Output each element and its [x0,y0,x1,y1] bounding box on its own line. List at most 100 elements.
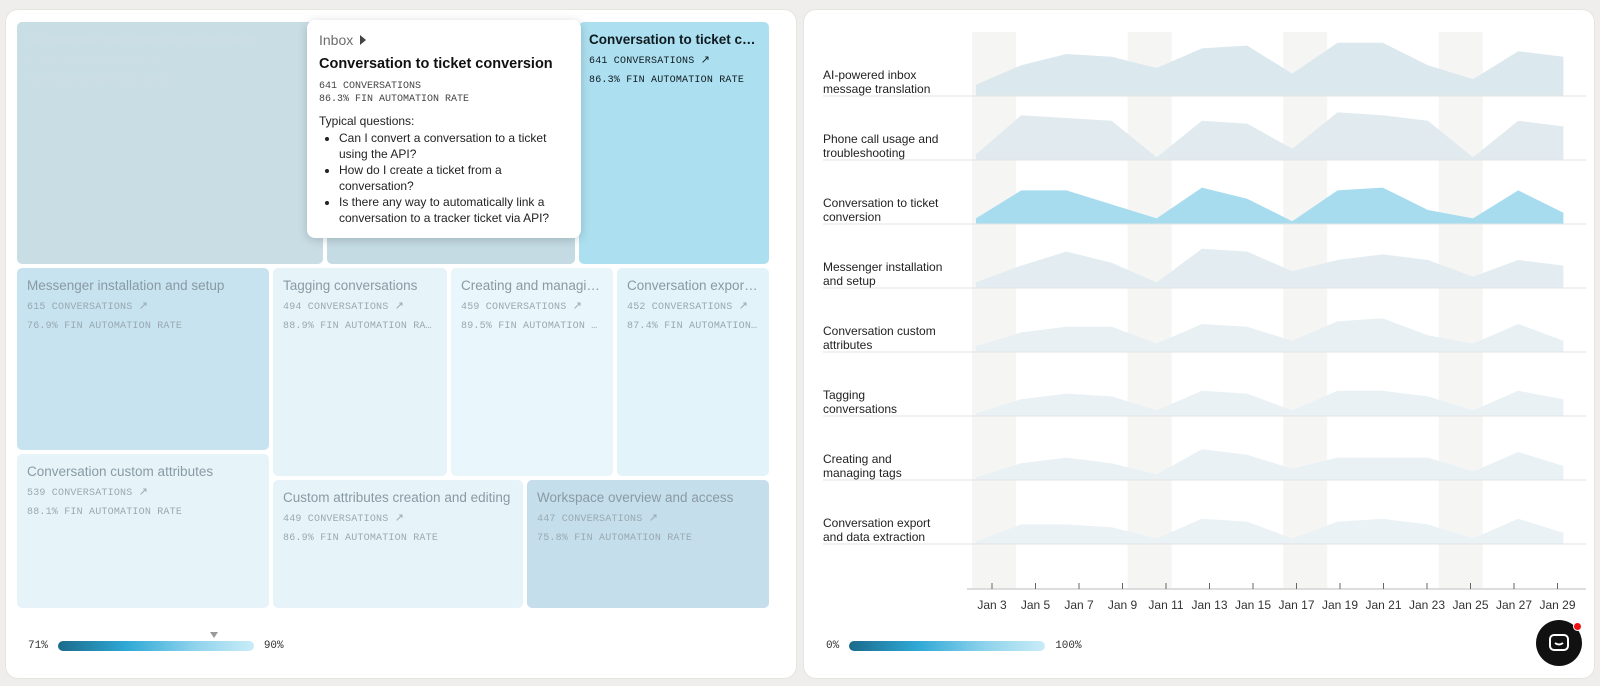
tooltip-breadcrumb[interactable]: Inbox [319,32,569,48]
legend-gradient [57,632,254,651]
legend-min: 0% [826,640,840,652]
series-label: Conversation to ticket conversion [823,196,963,224]
series-label-line: Creating and [823,452,892,466]
series-label: Conversation custom attributes [823,324,963,352]
tile-title: Workspace overview and access [537,490,734,505]
external-link-arrow-icon: ↗ [138,485,149,498]
treemap-tile-conversation-to-ticket[interactable]: Conversation to ticket conversion 641 CO… [579,22,769,264]
weekend-band [1127,32,1172,588]
tooltip-questions-label: Typical questions: [319,114,415,128]
series-label: Conversation export and data extraction [823,516,963,544]
external-link-arrow-icon: ↗ [738,299,749,312]
tooltip-question: Is there any way to automatically link a… [339,194,569,226]
series-label-line: conversion [823,210,882,224]
chat-launcher-button[interactable] [1536,620,1582,666]
tile-title: Tagging conversations [283,278,418,293]
series-label: Creating and managing tags [823,452,963,480]
topic-tooltip: Inbox Conversation to ticket conversion … [307,20,581,238]
external-link-arrow-icon: ↗ [138,299,149,312]
tile-title: Creating and managing tags [461,278,603,293]
weekend-band [1283,32,1328,588]
weekend-band [972,32,1016,588]
tile-title: AI-powered inbox message translation [27,32,257,47]
breadcrumb-label: Inbox [319,32,354,48]
series-label: Tagging conversations [823,388,963,416]
x-tick-label: Jan 17 [1278,598,1315,612]
treemap-panel: AI-powered inbox message translation 1,0… [6,10,796,678]
treemap-tile-messenger-installation[interactable]: Messenger installation and setup 615 CON… [17,268,269,450]
tile-conversations: 494 CONVERSATIONS [283,302,389,313]
tooltip-question-list: Can I convert a conversation to a ticket… [319,130,569,226]
tile-rate: 88.9% FIN AUTOMATION RATE [283,321,437,332]
legend-max: 90% [263,640,284,652]
trend-chart [823,32,1586,590]
series-label-line: Tagging [823,388,866,402]
treemap-tile-tagging-conversations[interactable]: Tagging conversations 494 CONVERSATIONS … [273,268,447,476]
treemap-color-legend: 71% 90% [28,632,284,652]
external-link-arrow-icon: ↗ [394,299,405,312]
legend-gradient [849,641,1046,651]
tile-title: Custom attributes creation and editing [283,490,511,505]
x-tick-label: Jan 9 [1107,598,1138,612]
tile-rate: 88.1% FIN AUTOMATION RATE [27,507,183,518]
trend-chart-panel: AI-powered inbox message translation Phone… [804,10,1594,678]
tile-title: Conversation export and data extraction [627,278,759,293]
tooltip-question: Can I convert a conversation to a ticket… [339,130,569,162]
tile-rate: 76.9% FIN AUTOMATION RATE [27,321,183,332]
series-area [976,187,1564,224]
series-label: Phone call usage and troubleshooting [823,132,963,160]
external-link-arrow-icon: ↗ [394,511,405,524]
tile-rate: 89.5% FIN AUTOMATION RATE [461,321,603,332]
x-tick-label: Jan 3 [977,598,1007,612]
tile-rate: 87.4% FIN AUTOMATION RATE [627,321,759,332]
legend-marker-icon [209,632,218,638]
tile-conversations: 1,024 CONVERSATIONS [27,56,145,67]
treemap-tile-conversation-export[interactable]: Conversation export and data extraction … [617,268,769,476]
x-tick-label: Jan 27 [1495,598,1533,612]
series-label-line: Conversation custom [823,324,936,338]
series-area [976,248,1564,288]
legend-min: 71% [28,640,48,652]
external-link-arrow-icon: ↗ [648,511,659,524]
tile-conversations: 452 CONVERSATIONS [627,302,733,313]
x-tick-label: Jan 29 [1539,598,1576,612]
treemap-tile-creating-tags[interactable]: Creating and managing tags 459 CONVERSAT… [451,268,613,476]
tooltip-title: Conversation to ticket conversion [319,56,553,72]
notification-dot-icon [1573,622,1582,631]
series-label-line: Phone call usage and [823,132,939,146]
series-label-line: troubleshooting [823,146,906,160]
tooltip-rate: 86.3% FIN AUTOMATION RATE [319,94,470,105]
series-label-line: conversations [823,402,898,416]
treemap-tile-custom-attributes[interactable]: Conversation custom attributes 539 CONVE… [17,454,269,608]
series-area [976,112,1564,160]
series-label-line: and setup [823,274,876,288]
tile-title: Conversation custom attributes [27,464,214,479]
series-label-line: and data extraction [823,530,926,544]
tile-title: Messenger installation and setup [27,278,225,293]
x-tick-label: Jan 19 [1321,598,1359,612]
x-tick-label: Jan 15 [1234,598,1272,612]
x-tick-label: Jan 25 [1452,598,1489,612]
series-label: Messenger installation and setup [823,260,963,288]
series-label-line: Messenger installation [823,260,943,274]
x-tick-label: Jan 13 [1191,598,1228,612]
series-label: AI-powered inbox message translation [823,68,963,96]
caret-right-icon [360,35,367,45]
treemap-tile-workspace-overview[interactable]: Workspace overview and access 447 CONVER… [527,480,769,608]
treemap-tile-custom-attributes-creation[interactable]: Custom attributes creation and editing 4… [273,480,523,608]
legend-max: 100% [1055,640,1082,652]
tile-rate: 86.3% FIN AUTOMATION RATE [589,75,745,86]
series-label-line: Conversation export [823,516,931,530]
x-tick-label: Jan 23 [1408,598,1446,612]
series-area [976,390,1564,416]
tile-rate: 78% FIN AUTOMATION RATE [27,75,170,86]
weekend-band [1438,32,1483,588]
series-label-line: Conversation to ticket [823,196,939,210]
tile-conversations: 447 CONVERSATIONS [537,514,643,525]
series-label-line: AI-powered inbox [823,68,917,82]
external-link-arrow-icon: ↗ [151,53,161,66]
external-link-arrow-icon: ↗ [700,53,711,66]
tile-title: Conversation to ticket conversion [589,32,759,47]
tooltip-question: How do I create a ticket from a conversa… [339,162,569,194]
treemap-tile-ai-translation[interactable]: AI-powered inbox message translation 1,0… [17,22,323,264]
